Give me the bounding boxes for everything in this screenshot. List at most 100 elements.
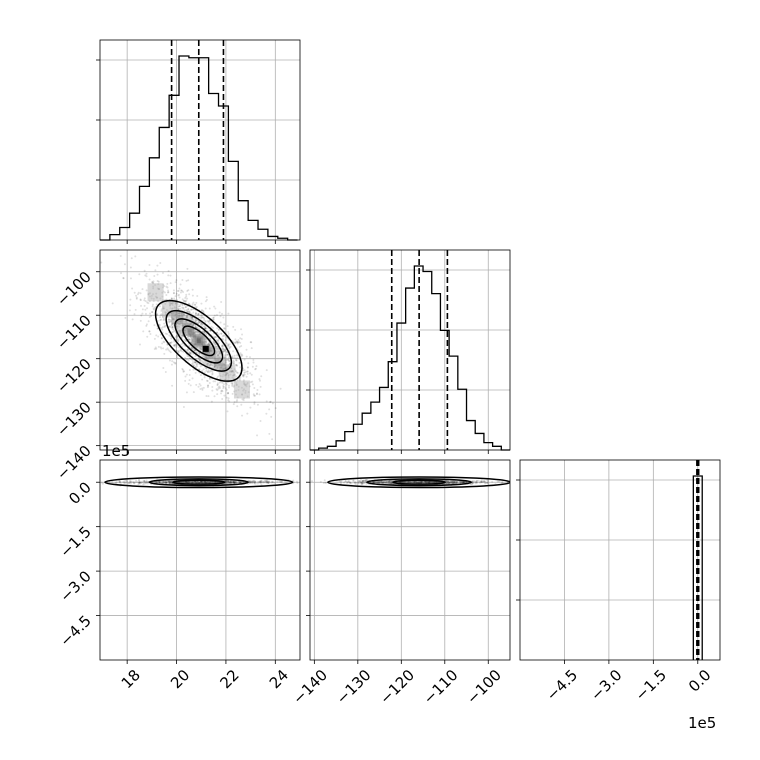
scatter-point	[137, 481, 140, 484]
scatter-point	[202, 342, 205, 345]
scatter-point	[259, 480, 262, 483]
scatter-point	[254, 480, 257, 483]
scatter-point	[239, 352, 242, 355]
scatter-point	[512, 481, 514, 483]
scatter-point	[428, 481, 431, 484]
scatter-point	[258, 480, 261, 483]
scatter-point	[245, 370, 248, 373]
scatter-point	[208, 343, 211, 346]
scatter-point	[221, 390, 224, 393]
scatter-point	[265, 412, 268, 415]
scatter-point	[194, 361, 197, 364]
scatter-point	[132, 482, 135, 485]
panel-frame-hist-0	[99, 39, 301, 241]
scatter-point	[170, 320, 173, 323]
scatter-point	[171, 318, 174, 321]
scatter-point	[176, 290, 179, 293]
scatter-point	[319, 480, 322, 483]
scatter-point	[197, 336, 200, 339]
scatter-point	[171, 323, 174, 326]
scatter-point	[242, 375, 245, 378]
scatter-point	[414, 481, 417, 484]
scatter-point	[206, 480, 209, 483]
scatter-point	[453, 480, 456, 483]
scatter-point	[430, 480, 433, 483]
scatter-point	[168, 350, 171, 353]
scatter-point	[192, 336, 195, 339]
scatter-point	[213, 343, 216, 346]
scatter-point	[219, 351, 222, 354]
scatter-point	[199, 384, 202, 387]
scatter-point	[235, 359, 238, 362]
scatter-point	[376, 480, 379, 483]
scatter-point	[163, 307, 166, 310]
scatter-point	[188, 293, 191, 296]
scatter-point	[430, 481, 433, 484]
scatter-point	[238, 481, 241, 484]
scatter-point	[456, 482, 459, 485]
scatter-point	[259, 480, 262, 483]
scatter-point	[217, 364, 220, 367]
scatter-point	[371, 481, 374, 484]
scatter-point	[181, 342, 184, 345]
scatter-point	[347, 481, 350, 484]
x-tick-label-param-1: −130	[333, 666, 375, 708]
scatter-point	[280, 481, 283, 484]
scatter-point	[255, 393, 258, 396]
scatter-point	[220, 363, 223, 366]
scatter-point	[172, 344, 175, 347]
scatter-point	[176, 321, 179, 324]
scatter-point	[356, 481, 359, 484]
scatter-point	[191, 338, 194, 341]
scatter-point	[190, 481, 193, 484]
scatter-point	[185, 317, 188, 320]
scatter-point	[194, 355, 197, 358]
scatter-point	[169, 320, 172, 323]
scatter-point	[407, 481, 410, 484]
scatter-point	[402, 481, 405, 484]
scatter-point	[192, 323, 195, 326]
scatter-point	[256, 392, 259, 395]
scatter-point	[213, 341, 216, 344]
scatter-point	[145, 481, 148, 484]
scatter-point	[169, 312, 172, 315]
scatter-point	[211, 356, 214, 359]
scatter-point	[153, 347, 156, 350]
scatter-point	[231, 480, 234, 483]
scatter-point	[240, 337, 243, 340]
scatter-point	[200, 345, 203, 348]
scatter-point	[169, 481, 172, 484]
scatter-point	[448, 482, 451, 485]
scatter-point	[242, 481, 245, 484]
scatter-point	[172, 292, 175, 295]
contour-line	[154, 299, 243, 382]
scatter-point	[253, 481, 256, 484]
scatter-point	[172, 318, 175, 321]
scatter-point	[194, 480, 197, 483]
scatter-point	[376, 480, 379, 483]
scatter-point	[179, 348, 182, 351]
scatter-point	[211, 350, 214, 353]
scatter-point	[452, 481, 455, 484]
scatter-point	[141, 312, 144, 315]
scatter-point	[205, 296, 208, 299]
scatter-point	[171, 322, 174, 325]
scatter-point	[198, 336, 201, 339]
scatter-point	[361, 480, 364, 483]
scatter-point	[192, 335, 195, 338]
scatter-point	[405, 481, 408, 484]
scatter-point	[153, 274, 156, 277]
scatter-point	[235, 359, 238, 362]
histogram-param-2	[692, 475, 703, 660]
scatter-point	[238, 341, 241, 344]
scatter-point	[202, 336, 205, 339]
scatter-point	[138, 478, 141, 481]
scatter-point	[462, 480, 465, 483]
scatter-point	[168, 313, 171, 316]
scatter-point	[159, 319, 162, 322]
scatter-point	[225, 372, 228, 375]
scatter-point	[160, 318, 163, 321]
scatter-point	[453, 480, 456, 483]
scatter-point	[158, 481, 161, 484]
scatter-point	[134, 308, 137, 311]
